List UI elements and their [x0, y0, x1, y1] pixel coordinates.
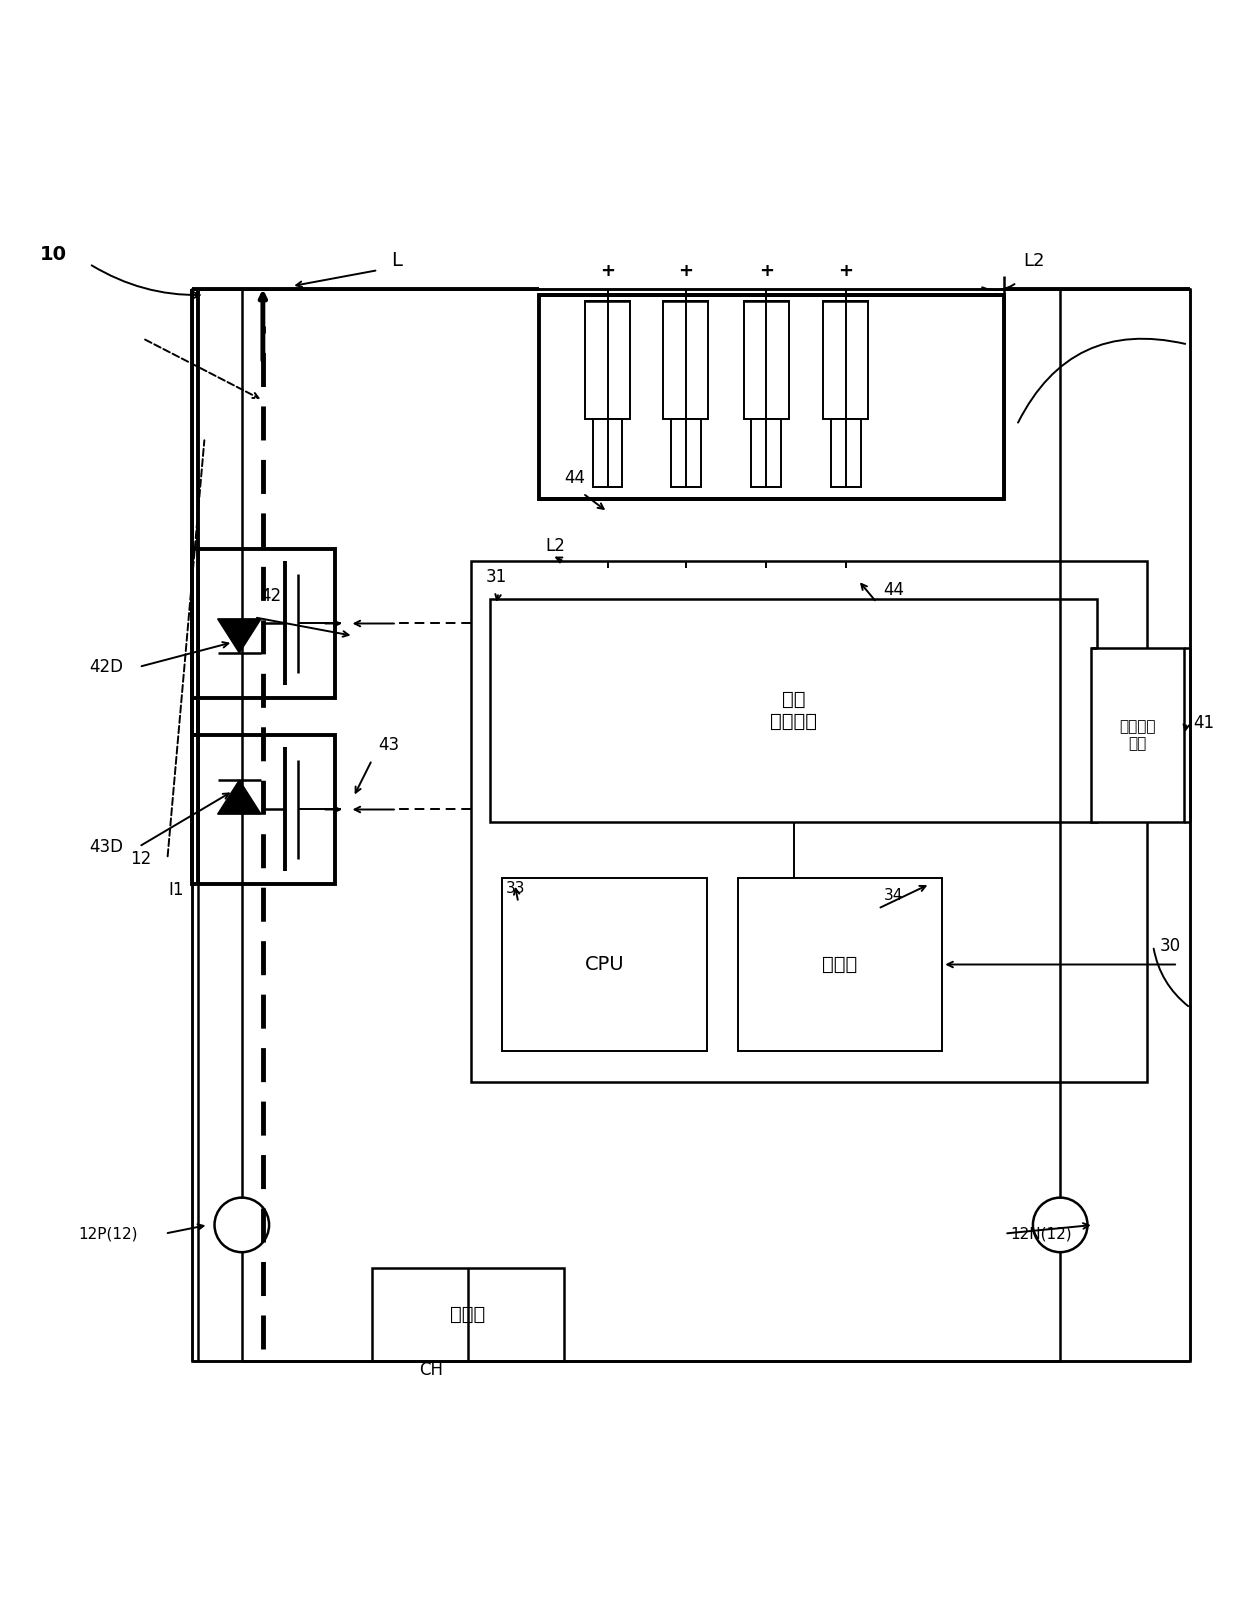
Text: 充电器: 充电器	[450, 1305, 486, 1324]
Bar	[744, 301, 789, 419]
Text: +: +	[759, 262, 774, 280]
Text: 电流检测
电阻: 电流检测 电阻	[1120, 719, 1156, 751]
Bar	[502, 877, 707, 1051]
Bar	[738, 877, 942, 1051]
Bar	[372, 1268, 564, 1362]
Text: 33: 33	[506, 881, 526, 897]
Text: I1: I1	[169, 881, 185, 899]
Text: 存储器: 存储器	[822, 955, 858, 975]
Polygon shape	[218, 618, 260, 652]
Text: 43: 43	[378, 735, 399, 754]
Text: 12P(12): 12P(12)	[78, 1226, 138, 1242]
Bar	[585, 301, 630, 419]
Text: 30: 30	[1159, 937, 1180, 955]
Text: 31: 31	[486, 568, 507, 586]
Text: 42D: 42D	[89, 657, 123, 675]
Bar	[823, 301, 868, 419]
Text: L2: L2	[546, 538, 565, 555]
Text: 44: 44	[883, 581, 904, 599]
Bar	[471, 562, 1147, 1081]
Bar	[192, 735, 335, 884]
Text: 44: 44	[564, 470, 585, 487]
Bar	[671, 419, 701, 487]
Text: L2: L2	[1023, 253, 1044, 270]
Bar	[192, 288, 1190, 1362]
Text: 12N(12): 12N(12)	[1011, 1226, 1073, 1242]
Circle shape	[215, 1198, 269, 1251]
Text: +: +	[678, 262, 693, 280]
Text: 41: 41	[1193, 714, 1214, 732]
Circle shape	[1033, 1198, 1087, 1251]
Text: 12: 12	[130, 850, 151, 868]
Bar	[593, 419, 622, 487]
Text: +: +	[838, 262, 853, 280]
Text: 10: 10	[40, 246, 67, 264]
Bar	[490, 599, 1097, 822]
Polygon shape	[218, 780, 260, 814]
Text: +: +	[600, 262, 615, 280]
Bar	[1091, 648, 1184, 822]
Bar	[539, 295, 1004, 500]
Bar	[192, 549, 335, 698]
Bar	[751, 419, 781, 487]
Bar	[663, 301, 708, 419]
Text: 34: 34	[884, 887, 904, 902]
Text: 42: 42	[260, 588, 281, 606]
Text: 电压
检测电路: 电压 检测电路	[770, 690, 817, 730]
Bar	[831, 419, 861, 487]
Text: 43D: 43D	[89, 837, 123, 856]
Text: CH: CH	[419, 1362, 444, 1379]
Text: CPU: CPU	[585, 955, 624, 975]
Text: L: L	[392, 251, 402, 270]
